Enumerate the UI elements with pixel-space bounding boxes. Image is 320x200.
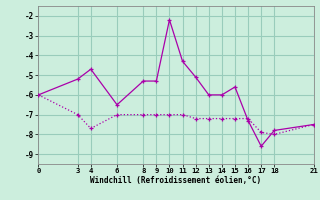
X-axis label: Windchill (Refroidissement éolien,°C): Windchill (Refroidissement éolien,°C) [91, 176, 261, 185]
